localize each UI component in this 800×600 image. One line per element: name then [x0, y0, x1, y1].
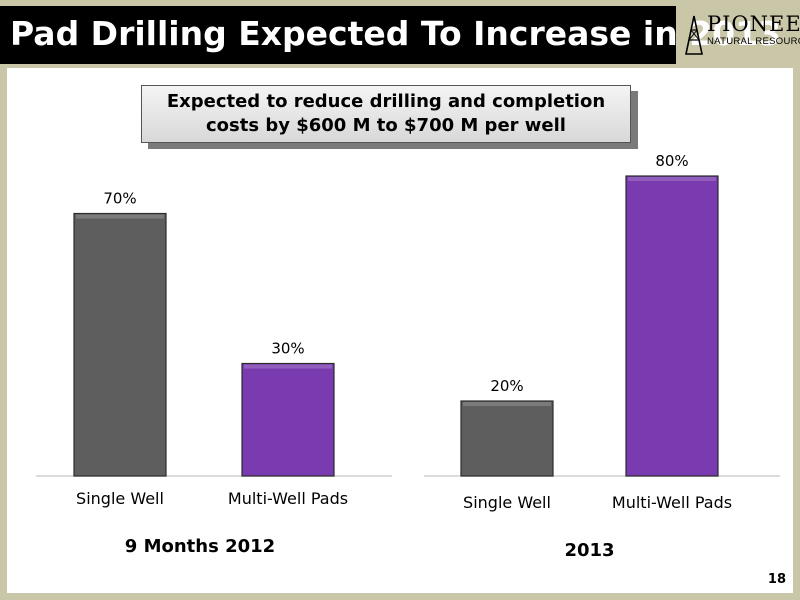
data-label: 20% — [490, 377, 523, 395]
callout-line-1: Expected to reduce drilling and completi… — [166, 91, 606, 112]
category-label: Single Well — [463, 493, 551, 512]
category-label: Single Well — [76, 489, 164, 508]
chart-title: 2013 — [564, 540, 614, 561]
category-label: Multi-Well Pads — [612, 493, 732, 512]
data-label: 70% — [103, 190, 136, 208]
category-label: Multi-Well Pads — [228, 489, 348, 508]
slide-title: Pad Drilling Expected To Increase in 201… — [10, 14, 782, 53]
chart-1: 70% Single Well 30% Multi-Well Pads 9 Months… — [36, 190, 392, 557]
bar-highlight — [76, 214, 164, 219]
chart-title: 9 Months 2012 — [125, 536, 275, 557]
callout-box: Expected to reduce drilling and completi… — [141, 85, 631, 143]
bar-highlight — [628, 177, 716, 181]
data-label: 30% — [271, 340, 304, 358]
bar-single-well — [73, 212, 167, 477]
company-logo: PIONEER NATURAL RESOURCES — [683, 12, 800, 60]
bar-multi-well-pads — [625, 175, 719, 477]
logo-name: PIONEER — [707, 12, 800, 36]
bar-single-well — [460, 400, 554, 477]
data-label: 80% — [655, 152, 688, 170]
callout-line-2: costs by $600 M to $700 M per well — [206, 115, 566, 136]
bar-highlight — [244, 364, 332, 369]
bar-multi-well-pads — [241, 362, 335, 477]
title-bar: Pad Drilling Expected To Increase in 201… — [0, 6, 781, 64]
chart-2: 20% Single Well 80% Multi-Well Pads 2013 — [424, 152, 780, 561]
bar-highlight — [463, 402, 551, 406]
derrick-icon — [685, 15, 703, 55]
logo-tagline: NATURAL RESOURCES — [707, 36, 800, 47]
page-number: 18 — [767, 572, 786, 587]
